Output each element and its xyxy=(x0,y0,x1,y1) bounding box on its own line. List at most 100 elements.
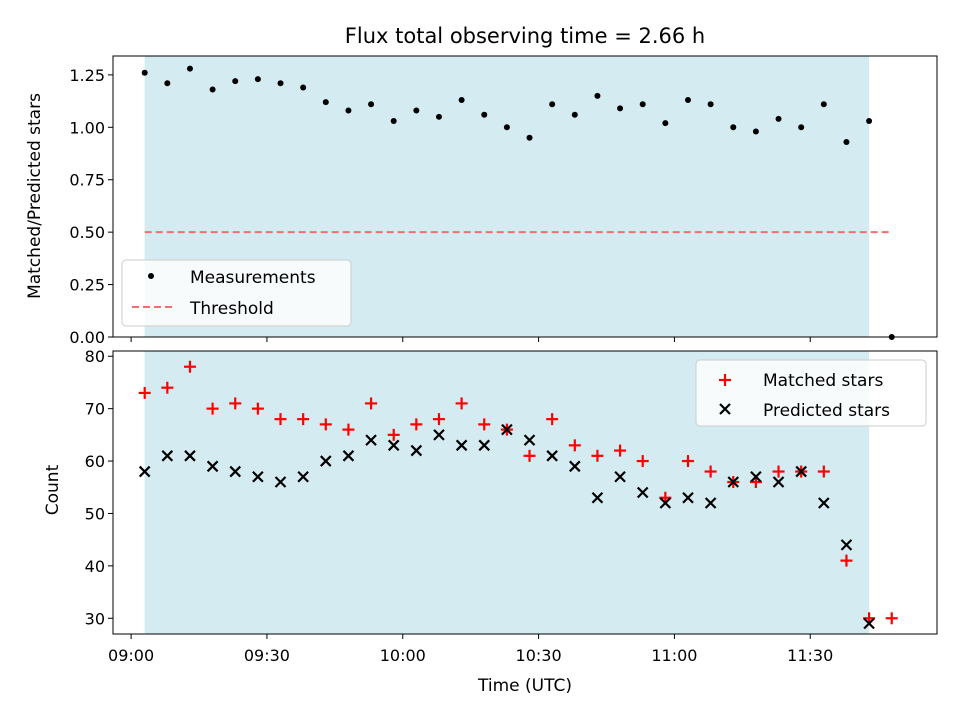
measurement-point xyxy=(571,111,578,118)
chart-title: Flux total observing time = 2.66 h xyxy=(345,24,705,48)
measurement-point xyxy=(435,113,442,120)
predicted-star-point xyxy=(591,491,604,504)
top-y-ticks: 0.00 0.25 0.50 0.75 1.00 1.25 xyxy=(69,66,113,347)
measurement-point xyxy=(390,118,397,125)
matched-star-point xyxy=(432,413,445,426)
predicted-star-point xyxy=(704,497,717,509)
measurement-point xyxy=(820,101,827,108)
matched-star-point xyxy=(138,386,151,399)
measurement-point xyxy=(322,99,329,106)
bottom-legend-box xyxy=(695,359,927,427)
measurement-point xyxy=(186,65,193,72)
predicted-star-point xyxy=(455,439,468,452)
predicted-stars-points xyxy=(138,423,875,630)
matched-star-point xyxy=(229,397,242,410)
predicted-star-point xyxy=(433,429,445,441)
matched-star-point xyxy=(704,465,717,478)
top-axes-frame xyxy=(112,55,938,338)
measurement-point xyxy=(707,101,714,108)
measurement-point xyxy=(639,101,646,108)
measurement-point xyxy=(526,134,533,141)
predicted-star-point xyxy=(161,450,174,462)
measurement-point xyxy=(866,118,873,125)
measurement-point xyxy=(481,111,488,118)
measurement-point xyxy=(413,107,420,114)
legend-measurements-marker xyxy=(148,273,154,279)
predicted-star-point xyxy=(478,439,491,452)
matched-star-point xyxy=(319,418,332,431)
predicted-star-point xyxy=(682,491,694,504)
measurement-point xyxy=(662,120,669,127)
measurement-point xyxy=(164,80,171,87)
x-tick-label: 11:30 xyxy=(787,646,833,665)
measurement-point xyxy=(277,80,284,87)
top-y-tick-label: 0.75 xyxy=(69,171,105,190)
predicted-star-point xyxy=(546,450,558,462)
predicted-star-point xyxy=(727,476,740,488)
x-tick-label: 11:00 xyxy=(651,646,697,665)
matched-star-point xyxy=(274,413,287,426)
predicted-star-point xyxy=(523,434,536,446)
bottom-y-tick-label: 30 xyxy=(85,609,105,628)
matched-star-point xyxy=(183,360,196,373)
measurement-point xyxy=(254,76,261,83)
predicted-star-point xyxy=(750,470,762,483)
predicted-star-point xyxy=(387,439,400,452)
measurement-point xyxy=(549,101,556,108)
matched-star-point xyxy=(591,449,604,462)
top-y-axis-label: Matched/Predicted stars xyxy=(25,93,45,299)
measurement-point xyxy=(300,84,307,91)
predicted-star-point xyxy=(772,476,785,488)
predicted-star-point xyxy=(636,486,649,499)
predicted-star-point xyxy=(659,497,672,509)
bottom-panel: 30 40 50 60 70 80 09:00 09:30 10:00 10:30 11:00 11… xyxy=(43,347,938,696)
legend-predicted-label: Predicted stars xyxy=(763,401,890,421)
bottom-legend: Matched stars Predicted stars xyxy=(695,359,927,427)
bottom-y-tick-label: 80 xyxy=(85,347,105,366)
bottom-y-tick-label: 60 xyxy=(85,452,105,471)
top-x-ticks xyxy=(130,337,811,342)
predicted-star-point xyxy=(206,460,219,473)
predicted-star-point xyxy=(818,497,830,509)
top-y-tick-label: 0.50 xyxy=(69,223,105,242)
top-y-tick-label: 1.00 xyxy=(69,118,105,137)
matched-star-point xyxy=(614,444,627,457)
measurement-point xyxy=(684,97,691,104)
bottom-y-tick-label: 70 xyxy=(85,400,105,419)
measurement-point xyxy=(594,92,601,99)
measurement-point xyxy=(617,105,624,112)
top-y-tick-label: 0.00 xyxy=(69,328,105,347)
legend-threshold-label: Threshold xyxy=(189,299,274,319)
measurement-point xyxy=(843,138,850,145)
predicted-star-point xyxy=(410,444,423,457)
matched-star-point xyxy=(681,455,694,468)
matched-star-point xyxy=(636,455,649,468)
measurement-point xyxy=(752,128,759,135)
bottom-y-tick-label: 40 xyxy=(85,557,105,576)
matched-star-point xyxy=(342,423,355,436)
matched-star-point xyxy=(251,402,264,415)
top-legend-box xyxy=(121,259,352,327)
predicted-star-point xyxy=(184,450,196,462)
matched-star-point xyxy=(455,397,468,410)
predicted-star-point xyxy=(365,434,377,446)
matched-star-point xyxy=(546,413,559,426)
legend-matched-marker xyxy=(719,374,731,386)
measurement-point xyxy=(232,78,239,85)
measurement-point xyxy=(503,124,510,131)
legend-matched-label: Matched stars xyxy=(763,371,883,391)
legend-predicted-marker xyxy=(719,403,731,415)
matched-star-point xyxy=(523,449,536,462)
measurement-point xyxy=(141,69,148,76)
predicted-star-point xyxy=(840,539,853,551)
matched-star-point xyxy=(206,402,219,415)
x-tick-label: 09:30 xyxy=(244,646,290,665)
predicted-star-point xyxy=(138,465,151,478)
matched-star-point xyxy=(161,381,174,394)
predicted-star-point xyxy=(569,460,581,473)
bottom-y-ticks: 30 40 50 60 70 80 xyxy=(85,347,113,628)
measurement-point xyxy=(458,97,465,104)
predicted-star-point xyxy=(863,617,875,630)
measurement-point xyxy=(730,124,737,131)
